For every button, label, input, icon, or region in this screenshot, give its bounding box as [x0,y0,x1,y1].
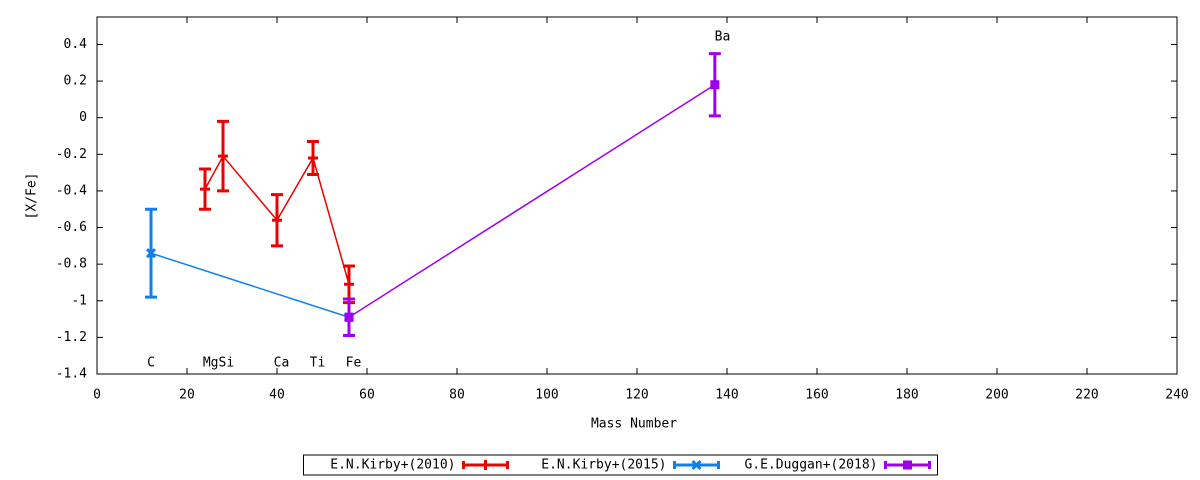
y-tick-label: -1.2 [56,330,87,345]
x-tick-label: 60 [359,388,375,403]
x-tick-label: 80 [449,388,465,403]
annotation: C [147,356,155,371]
data-point-shape [308,152,318,163]
data-point [710,80,720,90]
series-line [348,84,716,318]
data-point-shape [200,184,210,195]
y-tick-label: 0.4 [64,37,88,52]
x-tick-label: 100 [535,388,558,403]
data-point [200,184,210,195]
legend-marker-shape [903,460,912,470]
data-point [145,248,157,259]
annotation: Ba [715,30,731,45]
legend-marker-shape [691,459,702,471]
x-tick-label: 200 [985,388,1008,403]
x-tick-label: 240 [1165,388,1188,403]
x-axis-label: Mass Number [591,417,677,432]
series-line [150,252,350,318]
data-point [344,279,354,290]
x-tick-label: 160 [805,388,828,403]
y-tick-label: -0.8 [56,257,87,272]
data-point [272,215,282,226]
y-tick-label: -0.4 [56,183,87,198]
legend-marker-shape [480,460,491,470]
legend-marker [903,460,912,470]
x-tick-label: 180 [895,388,918,403]
x-tick-label: 20 [179,388,195,403]
y-tick-label: 0 [79,110,87,125]
x-tick-label: 0 [93,388,101,403]
annotation: Fe [346,356,362,371]
x-tick-label: 220 [1075,388,1098,403]
annotation: Ti [310,356,326,371]
x-tick-label: 140 [715,388,738,403]
data-point-shape [344,279,354,290]
y-tick-label: -0.6 [56,220,87,235]
legend-label: G.E.Duggan+(2018) [744,458,877,473]
data-point-shape [344,312,354,322]
data-point [344,312,354,322]
x-tick-label: 120 [625,388,648,403]
y-tick-label: 0.2 [64,74,87,89]
data-point-shape [218,151,228,162]
data-point-shape [145,248,157,259]
legend-label: E.N.Kirby+(2010) [330,458,455,473]
data-point-shape [272,215,282,226]
y-tick-label: -1.4 [56,367,87,382]
plot-frame [96,16,1178,375]
y-tick-label: -0.2 [56,147,87,162]
legend-marker [691,459,702,471]
data-point [308,152,318,163]
data-point-shape [710,80,720,90]
y-axis-label: [X/Fe] [25,173,40,220]
data-point [218,151,228,162]
legend-box [303,454,938,476]
legend-marker [480,460,491,470]
x-tick-label: 40 [269,388,285,403]
annotation: MgSi [203,356,234,371]
annotation: Ca [274,356,290,371]
y-tick-label: -1 [71,293,87,308]
legend-label: E.N.Kirby+(2015) [541,458,666,473]
